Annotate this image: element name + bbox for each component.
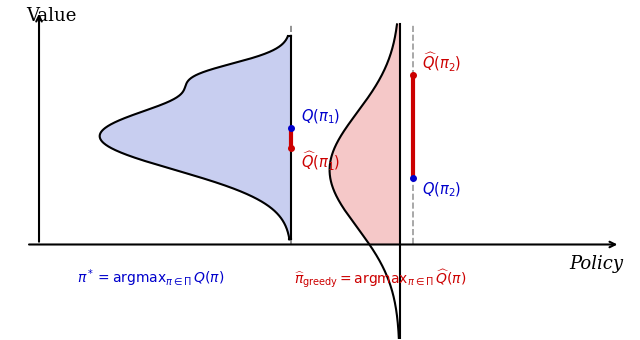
Text: $\pi^* = \mathrm{argmax}_{\pi \in \Pi}\, Q(\pi)$: $\pi^* = \mathrm{argmax}_{\pi \in \Pi}\,… [77,268,225,289]
Text: $\widehat{Q}(\pi_2)$: $\widehat{Q}(\pi_2)$ [422,51,461,73]
Text: $Q(\pi_1)$: $Q(\pi_1)$ [301,107,340,126]
Text: Policy: Policy [570,255,623,273]
Polygon shape [330,24,400,244]
Text: $\widehat{Q}(\pi_1)$: $\widehat{Q}(\pi_1)$ [301,150,340,172]
Text: Value: Value [26,7,77,26]
Polygon shape [100,36,291,239]
Text: $\widehat{\pi}_{\mathrm{greedy}} = \mathrm{argmax}_{\pi \in \Pi}\, \widehat{Q}(\: $\widehat{\pi}_{\mathrm{greedy}} = \math… [294,267,467,290]
Text: $Q(\pi_2)$: $Q(\pi_2)$ [422,180,461,199]
